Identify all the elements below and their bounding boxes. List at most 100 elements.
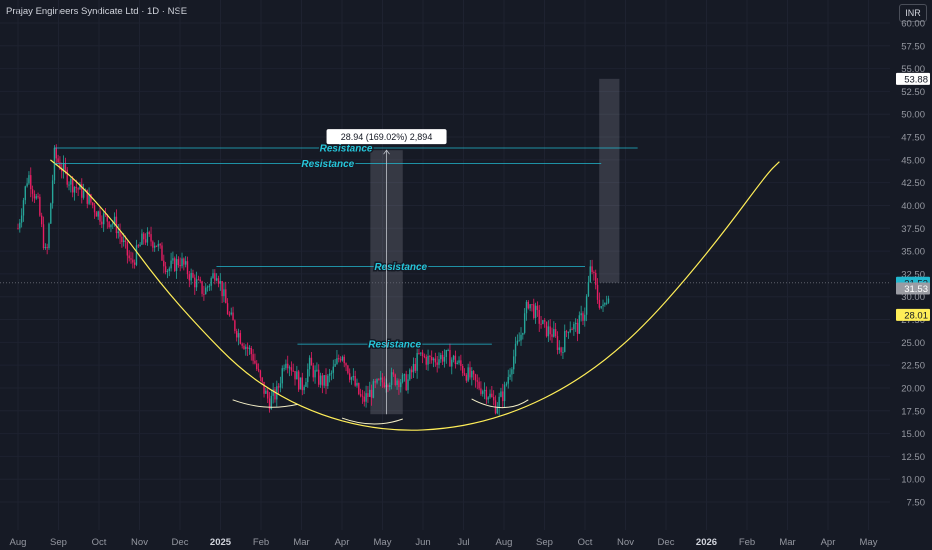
candle-body xyxy=(389,385,391,387)
candle-body xyxy=(429,356,431,358)
candle-body xyxy=(112,223,114,225)
bottom-arc xyxy=(471,398,529,409)
y-tick-label: 42.50 xyxy=(901,178,925,189)
candle-body xyxy=(285,363,287,369)
candle-body xyxy=(345,363,347,366)
candle-body xyxy=(252,354,254,361)
candle-body xyxy=(148,232,150,235)
candle-body xyxy=(544,320,546,322)
candle-body xyxy=(143,233,145,240)
x-tick-label: Oct xyxy=(92,537,107,548)
candle-body xyxy=(604,302,606,305)
x-tick-label: Nov xyxy=(617,537,634,548)
candle-body xyxy=(228,314,231,316)
candle-body xyxy=(369,389,371,397)
candle-body xyxy=(274,389,276,400)
candle-body xyxy=(144,239,147,243)
candle-body xyxy=(152,241,154,248)
candle-body xyxy=(157,243,160,247)
candle-body xyxy=(93,205,96,213)
candle-body xyxy=(287,363,289,369)
y-tick-label: 32.50 xyxy=(901,269,925,280)
candle-body xyxy=(168,268,170,271)
candle-body xyxy=(514,343,517,357)
candle-body xyxy=(183,258,185,265)
candle-body xyxy=(328,373,331,376)
candle-body xyxy=(104,213,107,215)
candle-body xyxy=(113,216,116,224)
y-tick-label: 35.00 xyxy=(901,247,925,258)
candle-body xyxy=(458,360,460,363)
candle-body xyxy=(343,356,345,364)
candle-body xyxy=(236,330,238,338)
candle-body xyxy=(221,280,223,297)
candle-body xyxy=(440,354,442,360)
candle-body xyxy=(30,175,32,190)
currency-badge[interactable]: INR xyxy=(899,4,927,22)
candle-body xyxy=(86,189,88,204)
candle-body xyxy=(20,215,23,223)
candle-body xyxy=(502,391,504,402)
y-tick-label: 30.00 xyxy=(901,292,925,303)
candle-body xyxy=(82,190,85,198)
candle-body xyxy=(347,365,349,374)
candle-body xyxy=(163,260,165,267)
candle-body xyxy=(319,375,322,385)
candle-body xyxy=(223,289,225,297)
candle-body xyxy=(403,374,406,376)
candle-body xyxy=(303,386,305,391)
y-tick-label: 55.00 xyxy=(901,64,925,75)
x-tick-label: Dec xyxy=(172,537,189,548)
candle-body xyxy=(405,374,407,391)
candle-body xyxy=(441,354,444,362)
candle-body xyxy=(474,374,477,381)
candle-body xyxy=(487,397,489,400)
candle-body xyxy=(379,377,382,380)
candle-body xyxy=(518,340,520,342)
candle-body xyxy=(489,393,491,398)
candle-body xyxy=(232,312,234,321)
candle-body xyxy=(92,202,94,206)
candle-body xyxy=(243,345,245,349)
candle-body xyxy=(469,367,471,378)
candle-body xyxy=(600,306,602,308)
candle-body xyxy=(230,312,232,315)
x-tick-label: Nov xyxy=(131,537,148,548)
candle-body xyxy=(130,258,132,260)
y-tick-label: 57.50 xyxy=(901,41,925,52)
candle-body xyxy=(330,372,333,374)
candle-body xyxy=(529,304,531,309)
candle-body xyxy=(190,272,192,281)
candle-body xyxy=(277,386,280,388)
candle-body xyxy=(308,357,311,370)
candle-body xyxy=(166,270,169,273)
candle-body xyxy=(480,388,482,394)
candle-body xyxy=(46,247,48,249)
candle-body xyxy=(401,374,404,383)
candle-body xyxy=(365,393,367,402)
candle-body xyxy=(305,382,307,387)
candle-body xyxy=(19,222,21,229)
candle-body xyxy=(412,364,415,373)
candle-body xyxy=(567,331,570,333)
candles xyxy=(17,144,610,416)
candle-body xyxy=(538,309,540,324)
candle-body xyxy=(509,374,511,377)
candle-body xyxy=(547,326,550,337)
candle-body xyxy=(560,347,562,353)
x-tick-label: 2026 xyxy=(696,537,717,548)
candle-body xyxy=(511,369,513,375)
candle-body xyxy=(533,304,535,318)
candle-body xyxy=(356,383,358,386)
candle-body xyxy=(376,379,378,383)
candle-body xyxy=(513,356,515,370)
candle-body xyxy=(71,178,74,193)
cup-curve xyxy=(50,159,780,431)
candle-body xyxy=(348,373,351,380)
resistance-label: Resistance xyxy=(374,262,427,273)
candle-body xyxy=(553,329,555,337)
candle-body xyxy=(310,357,313,366)
candle-body xyxy=(188,274,191,281)
y-tick-label: 10.00 xyxy=(901,475,925,486)
